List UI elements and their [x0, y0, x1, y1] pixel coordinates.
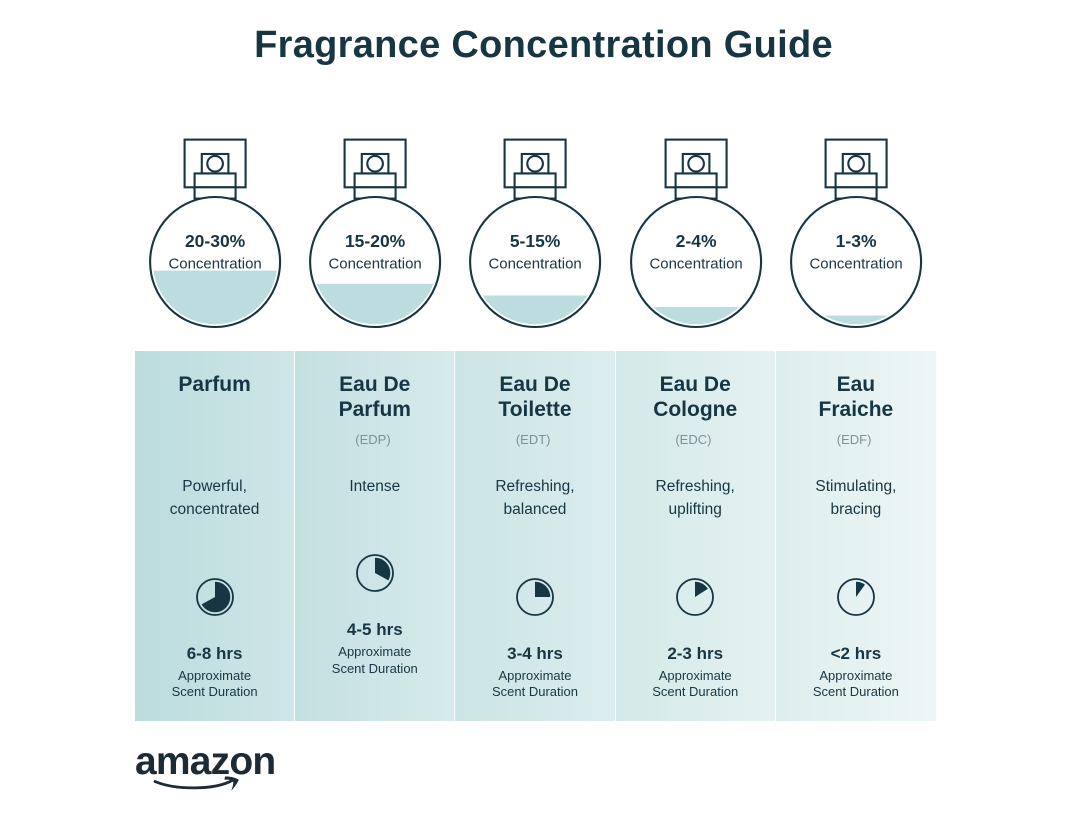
- svg-text:Concentration: Concentration: [329, 255, 422, 272]
- svg-text:Concentration: Concentration: [809, 255, 902, 272]
- svg-text:Concentration: Concentration: [168, 255, 261, 272]
- svg-text:15-20%: 15-20%: [345, 231, 406, 251]
- svg-text:Concentration: Concentration: [489, 255, 582, 272]
- svg-text:1-3%: 1-3%: [835, 231, 876, 251]
- svg-text:5-15%: 5-15%: [510, 231, 561, 251]
- svg-text:amazon: amazon: [135, 746, 275, 783]
- svg-text:20-30%: 20-30%: [185, 231, 246, 251]
- svg-text:Concentration: Concentration: [649, 255, 742, 272]
- svg-text:2-4%: 2-4%: [675, 231, 716, 251]
